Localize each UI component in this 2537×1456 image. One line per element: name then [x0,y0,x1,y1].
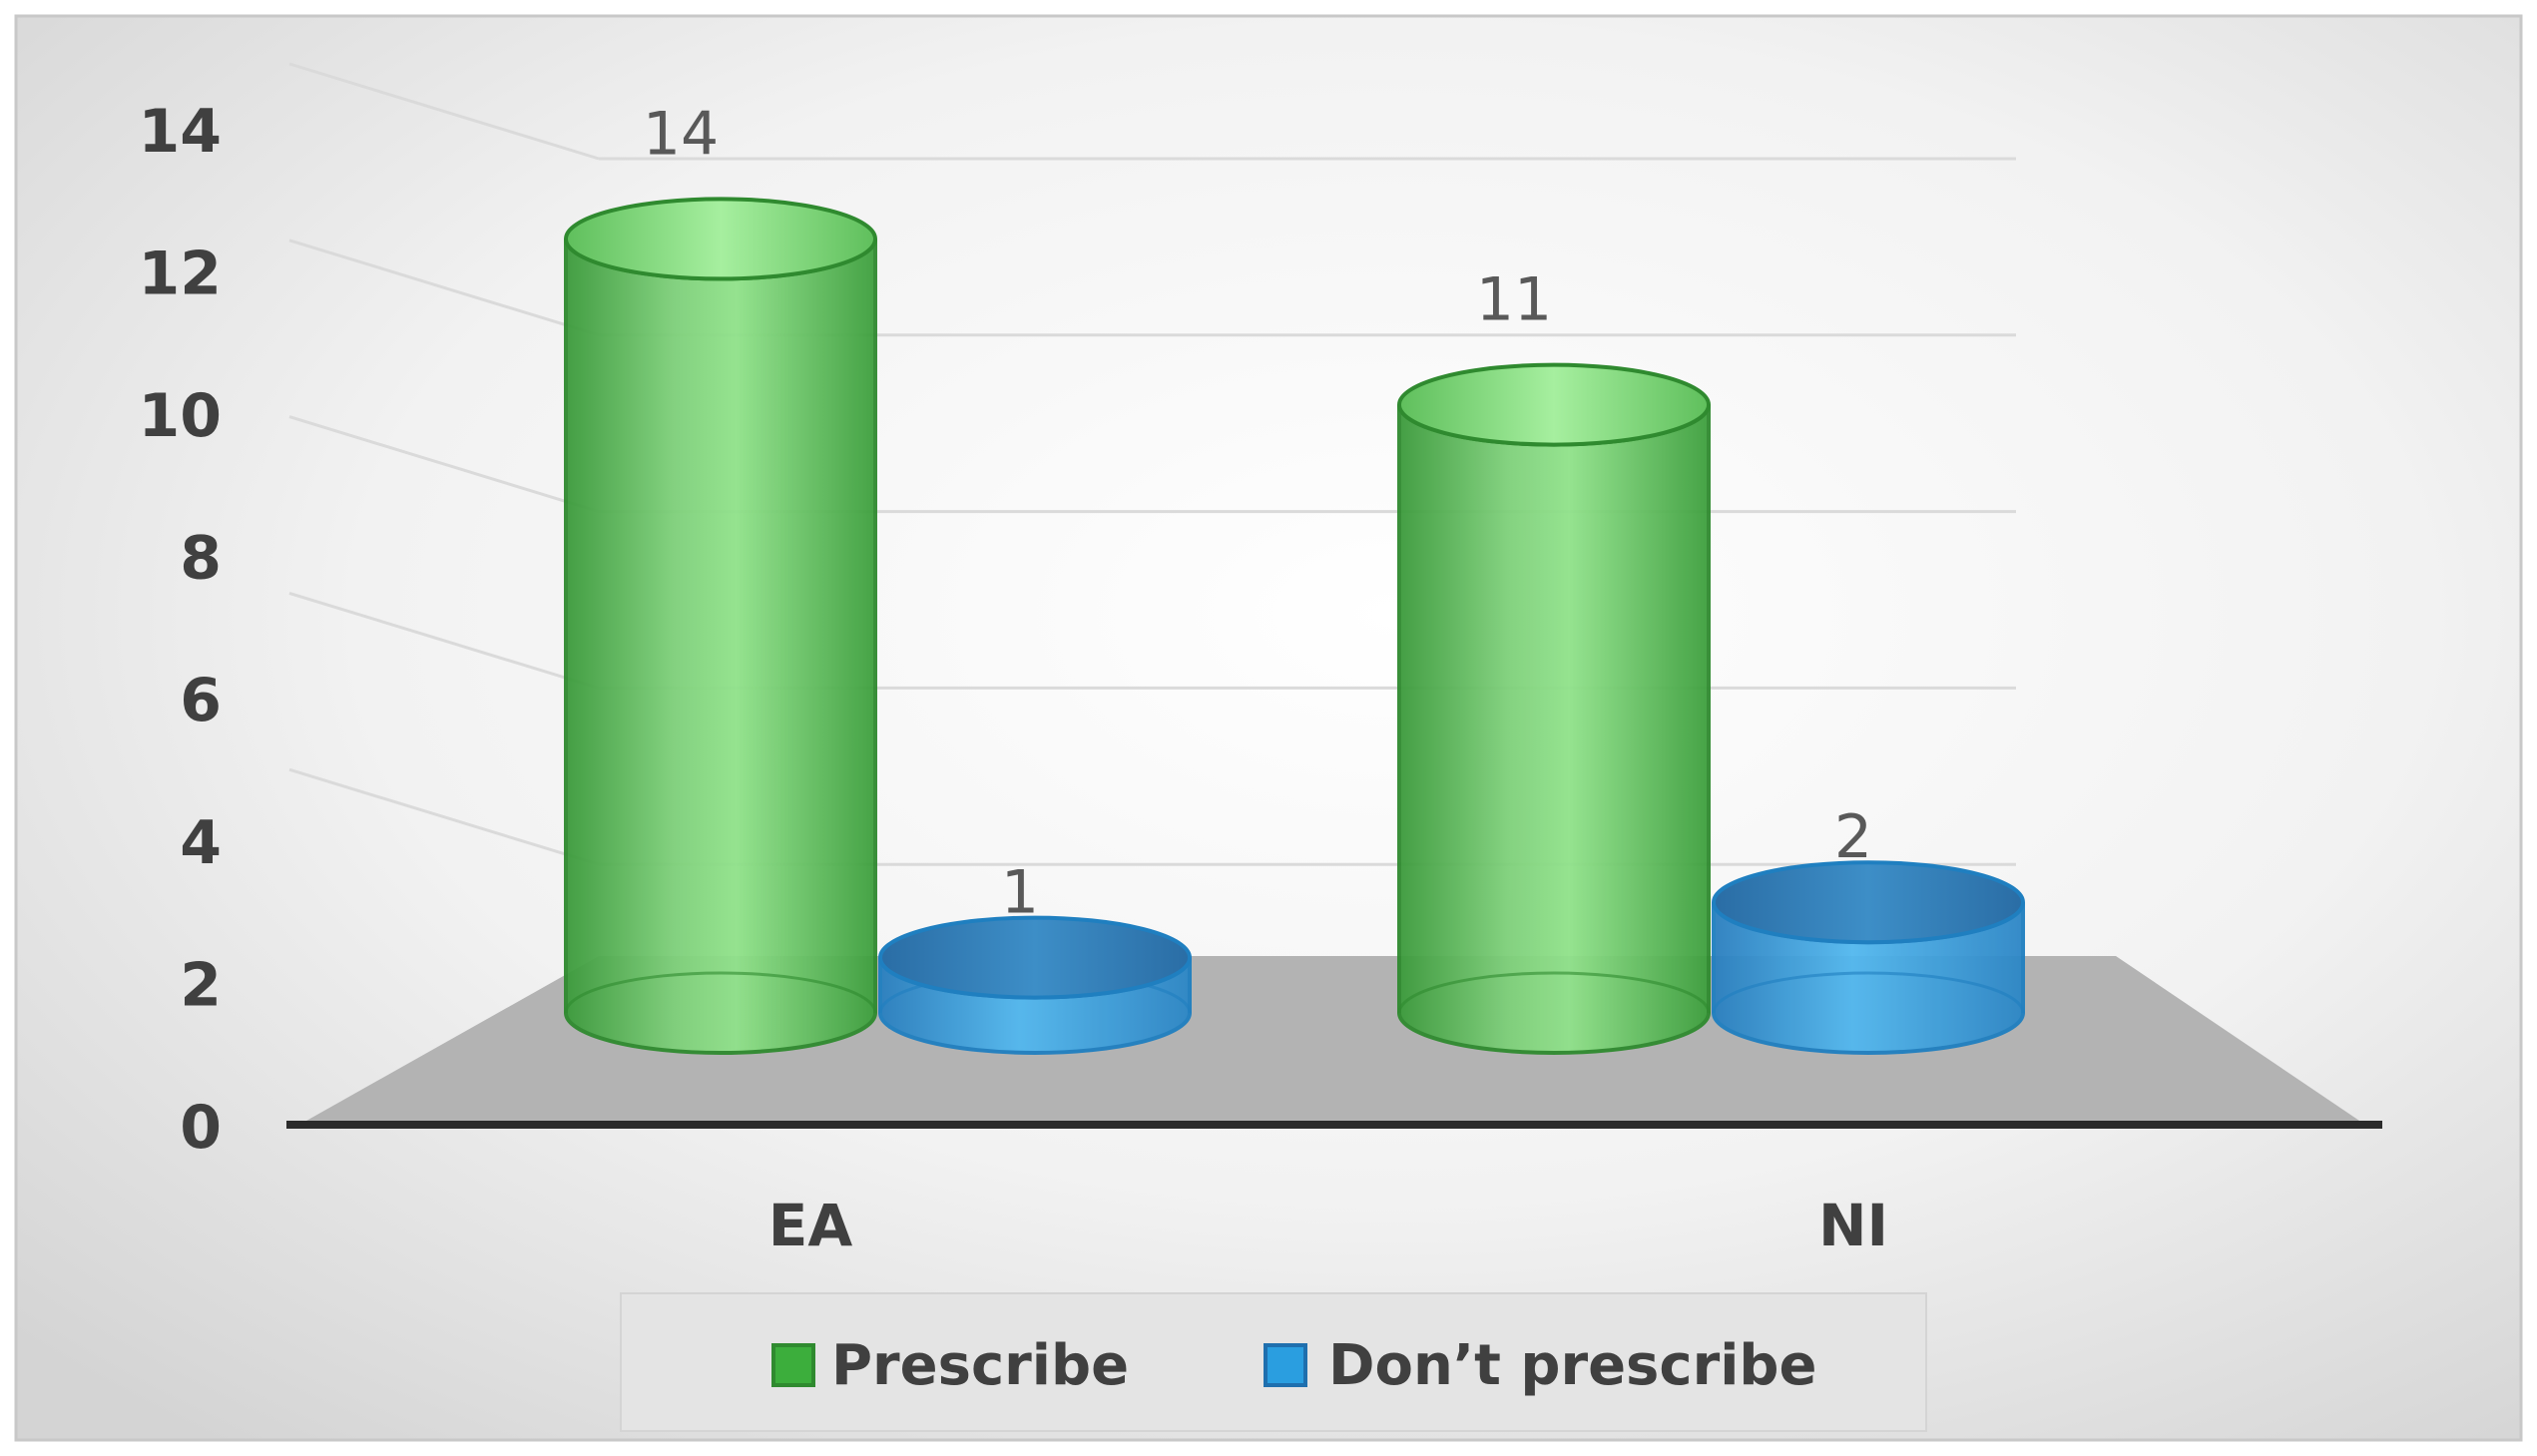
bar-top [564,197,877,281]
y-tick-label: 0 [180,1093,222,1163]
gridline-wall [288,767,600,866]
x-tick-label: EA [768,1192,853,1259]
legend-swatch [771,1343,815,1387]
bar-base-edge [564,971,877,1014]
bar-body [1397,404,1711,1055]
y-axis-ticks: 0 2 4 6 8 10 12 14 [139,97,223,1163]
gridline-wall [288,415,600,514]
chart-frame [14,14,2523,1442]
legend-label: Don’t prescribe [1328,1333,1816,1398]
bar-ea-prescribe [564,197,877,1055]
y-tick-label: 6 [180,666,222,735]
bar-body [564,239,877,1055]
bar-ni-prescribe [1397,362,1711,1055]
y-tick-label: 8 [180,524,222,594]
bar-ni-dont-prescribe [1712,860,2025,1055]
bars [564,197,2025,1055]
bar-ea-dont-prescribe [878,915,1192,1055]
y-tick-label: 2 [180,950,222,1020]
data-label: 1 [1001,858,1039,928]
data-label: 11 [1476,265,1552,335]
bar-top [878,915,1192,1000]
bar-top [1712,860,2025,945]
data-label: 14 [643,99,719,169]
gridline-wall [288,62,600,161]
y-tick-label: 10 [139,381,223,451]
legend: Prescribe Don’t prescribe [620,1292,1927,1432]
legend-item-dont-prescribe: Don’t prescribe [1264,1333,1816,1398]
x-axis-labels: EA NI [768,1192,1888,1259]
gridline-wall [288,239,600,337]
bar-base-edge [1397,971,1711,1014]
y-tick-label: 12 [139,239,223,308]
legend-label: Prescribe [831,1333,1129,1398]
bar-base-edge [1712,971,2025,1014]
x-tick-label: NI [1818,1192,1888,1259]
legend-swatch [1264,1343,1307,1387]
legend-item-prescribe: Prescribe [771,1333,1129,1398]
bar-top [1397,362,1711,447]
y-tick-label: 14 [139,97,223,167]
gridline-wall [288,591,600,690]
data-label: 2 [1834,802,1872,872]
y-tick-label: 4 [180,808,222,878]
